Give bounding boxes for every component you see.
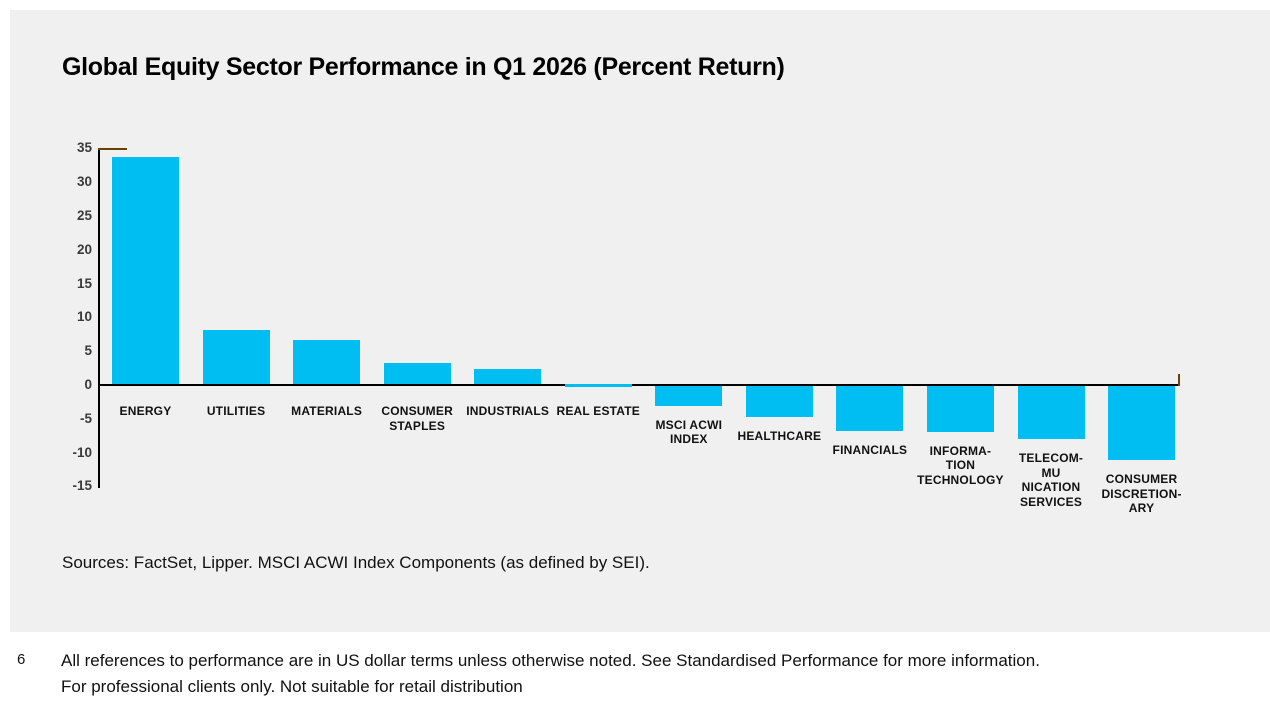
y-tick-label-30: 30: [76, 174, 92, 190]
y-tick-label-10: 10: [76, 309, 92, 325]
y-tick-label-20: 20: [76, 241, 92, 257]
y-tick-label-25: 25: [76, 208, 92, 223]
footnote-number: 6: [17, 651, 26, 668]
bar-label-energy: ENERGY: [119, 404, 172, 418]
footnote-line-1: All references to performance are in US …: [61, 651, 1040, 670]
bar-label-financials: FINANCIALS: [832, 442, 908, 457]
y-axis-line: [98, 148, 100, 488]
y-tick-label--5: -5: [79, 410, 92, 426]
bar-utilities: [202, 329, 270, 385]
y-tick-label--10: -10: [72, 444, 92, 460]
y-tick-label-0: 0: [84, 377, 92, 392]
bar-consumer-discretionary: [1108, 386, 1176, 461]
x-axis-line: [98, 384, 1180, 386]
bar-label-healthcare: HEALTHCARE: [737, 428, 822, 443]
footnote-line-2: For professional clients only. Not suita…: [61, 677, 523, 696]
x-axis-end-cap: [1178, 374, 1180, 386]
bar-label-real-estate: REAL ESTATE: [556, 404, 641, 418]
bar-label-information-technology: INFORMA- TION TECHNOLOGY: [917, 443, 1004, 487]
bar-label-materials: MATERIALS: [291, 404, 363, 418]
bar-label-consumer-discretionary: CONSUMER DISCRETION- ARY: [1101, 472, 1182, 516]
y-tick-label-15: 15: [76, 275, 92, 291]
bar-energy: [112, 156, 179, 385]
footnote-text: All references to performance are in US …: [61, 648, 1201, 700]
bar-label-industrials: INDUSTRIALS: [466, 404, 550, 418]
bar-industrials: [474, 368, 542, 385]
bar-msci-acwi-index: [655, 386, 723, 406]
bar-chart: 35 30 25 20 15 10 5 0 -5 -10 -15 ENERGY UTILITIES MAT…: [10, 10, 1270, 632]
y-axis-top-cap: [98, 148, 127, 150]
bar-label-msci-acwi-index: MSCI ACWI INDEX: [655, 417, 723, 447]
bar-label-consumer-staples: CONSUMER STAPLES: [381, 404, 453, 433]
bar-healthcare: [745, 386, 813, 417]
chart-title: Global Equity Sector Performance in Q1 2…: [62, 53, 785, 81]
bar-materials: [293, 339, 361, 385]
chart-card: Global Equity Sector Performance in Q1 2…: [10, 10, 1270, 632]
y-tick-label--15: -15: [72, 478, 92, 494]
bar-label-telecommunication-services: TELECOM- MU NICATION SERVICES: [1018, 451, 1084, 509]
y-tick-label-5: 5: [84, 343, 92, 359]
bar-real-estate: [564, 384, 632, 387]
bar-telecommunication-services: [1017, 386, 1085, 440]
bar-financials: [836, 386, 904, 431]
y-tick-label-35: 35: [76, 140, 92, 156]
bar-consumer-staples: [383, 362, 451, 385]
sources-note: Sources: FactSet, Lipper. MSCI ACWI Inde…: [62, 553, 650, 572]
bar-information-technology: [926, 386, 994, 432]
bar-label-utilities: UTILITIES: [206, 404, 266, 418]
